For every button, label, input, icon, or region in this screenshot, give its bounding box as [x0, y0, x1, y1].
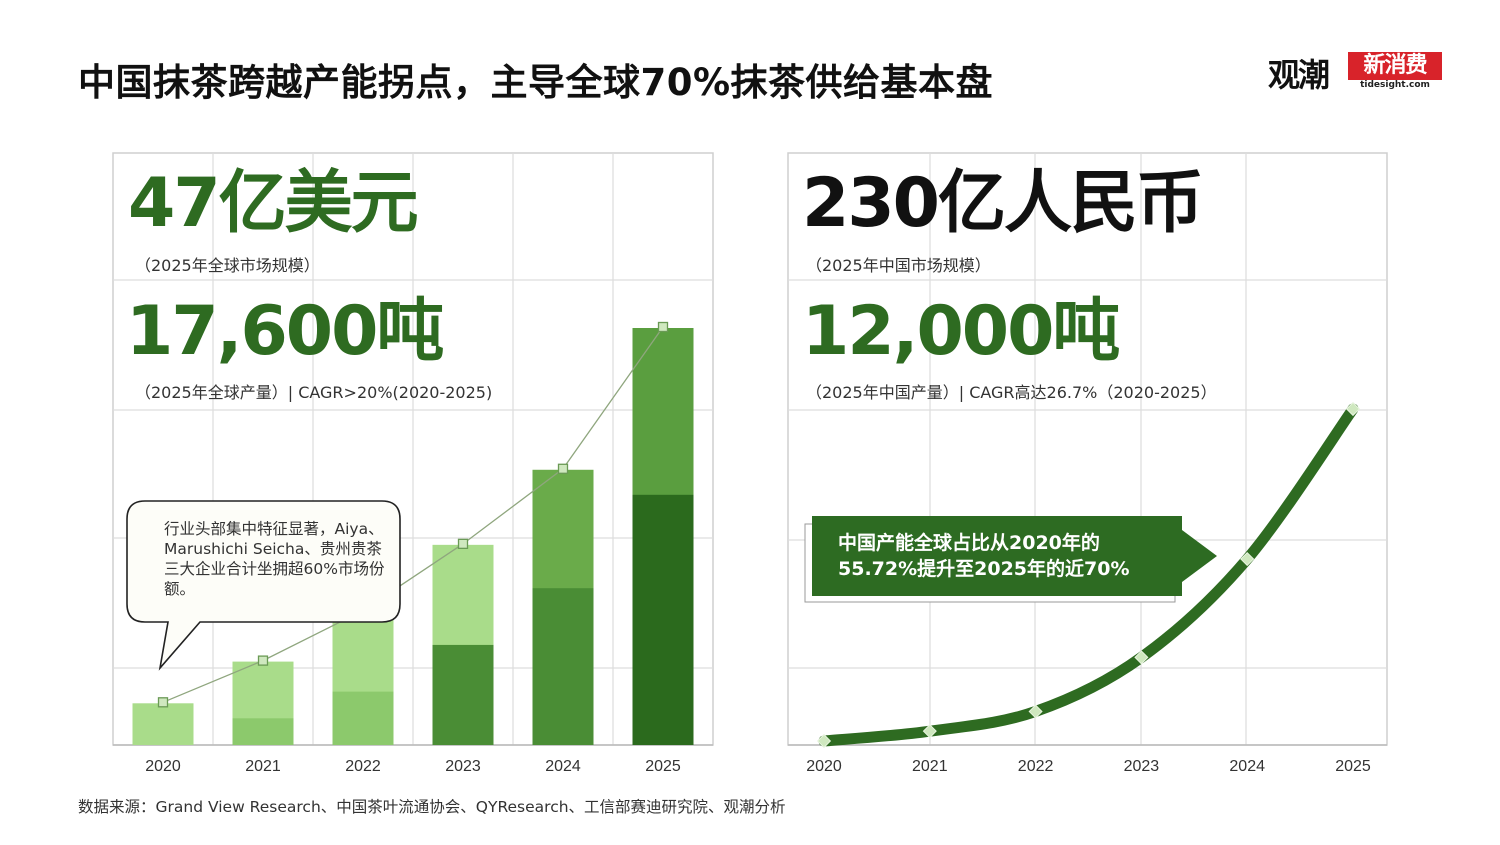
callout-text: 行业头部集中特征显著，Aiya、Marushichi Seicha、贵州贵茶三大… [164, 520, 385, 598]
left-stat2-label: （2025年全球产量）| CAGR>20%(2020-2025) [135, 383, 493, 402]
trend-marker [157, 697, 169, 708]
brand-logo: 观潮 新消费 tidesight.com [1268, 48, 1446, 94]
right-stat2-label: （2025年中国产量）| CAGR高达26.7%（2020-2025） [806, 383, 1217, 402]
callout-bubble [126, 500, 401, 671]
left-trend-line [162, 326, 664, 703]
logo-sub: tidesight.com [1360, 80, 1430, 90]
x-tick-label: 2020 [145, 758, 181, 775]
x-tick-label: 2022 [1018, 758, 1054, 775]
right-stat2-value: 12,000吨 [802, 292, 1120, 371]
banner-arrow [812, 516, 1217, 596]
banner-text: 中国产能全球占比从2020年的55.72%提升至2025年的近70% [838, 532, 1130, 580]
right-stat1-value: 230亿人民币 [802, 164, 1204, 243]
left-stat1-label: （2025年全球市场规模） [135, 256, 320, 275]
page-title: 中国抹茶跨越产能拐点，主导全球70%抹茶供给基本盘 [78, 61, 994, 104]
logo-left: 观潮 [1268, 56, 1330, 94]
bar-2020 [132, 703, 194, 745]
left-stat2-value: 17,600吨 [126, 292, 444, 371]
bar-lower-2024 [532, 588, 594, 745]
bar-lower-2022 [332, 691, 394, 745]
x-tick-label: 2023 [445, 758, 481, 775]
curve-marker [922, 724, 937, 739]
right-stat1-label: （2025年中国市场规模） [806, 256, 991, 275]
curve-marker [1134, 650, 1149, 665]
bar-lower-2025 [632, 494, 694, 745]
curve-marker [1240, 551, 1255, 567]
bar-lower-2021 [232, 718, 294, 745]
x-tick-label: 2025 [645, 758, 681, 775]
curve-marker [1345, 401, 1361, 417]
x-tick-label: 2023 [1124, 758, 1160, 775]
trend-marker [557, 463, 569, 474]
right-panel-frame [787, 152, 1388, 746]
trend-marker [457, 538, 469, 549]
x-tick-label: 2025 [1335, 758, 1371, 775]
trend-marker [257, 655, 269, 666]
source-note: 数据来源：Grand View Research、中国茶叶流通协会、QYRese… [78, 798, 786, 816]
x-tick-label: 2021 [912, 758, 948, 775]
x-tick-label: 2021 [245, 758, 281, 775]
x-tick-label: 2024 [545, 758, 581, 775]
trend-marker [657, 321, 669, 333]
curve-marker [1028, 704, 1043, 719]
x-tick-label: 2020 [806, 758, 842, 775]
curve-marker [816, 733, 832, 749]
logo-right: 新消费 [1348, 52, 1442, 80]
bar-lower-2023 [432, 644, 494, 745]
x-tick-label: 2024 [1229, 758, 1265, 775]
x-tick-label: 2022 [345, 758, 381, 775]
left-stat1-value: 47亿美元 [128, 164, 419, 243]
